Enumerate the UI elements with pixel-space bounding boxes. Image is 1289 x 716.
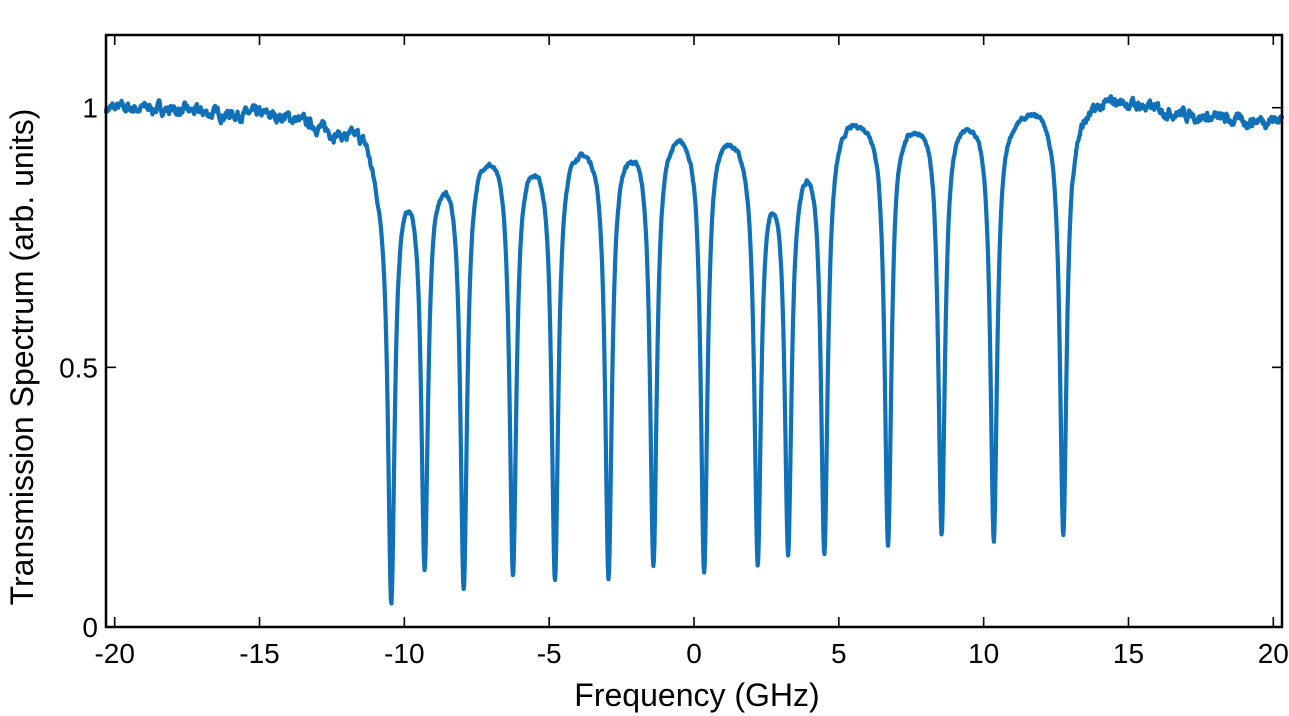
- y-tick-label: 0: [82, 612, 98, 643]
- plot-frame: [104, 33, 1284, 629]
- x-tick-label: -15: [239, 638, 279, 669]
- x-axis-tick-labels: -20 -15 -10 -5 0 5 10 15 20: [94, 638, 1288, 669]
- transmission-series-line: [103, 94, 1285, 606]
- x-tick-label: 10: [968, 638, 999, 669]
- x-tick-label: -5: [537, 638, 562, 669]
- y-axis-label: Transmission Spectrum (arb. units): [4, 109, 40, 606]
- y-tick-label: 1: [82, 93, 98, 124]
- x-tick-label: 5: [831, 638, 847, 669]
- y-tick-label: 0.5: [59, 352, 98, 383]
- x-tick-label: 15: [1113, 638, 1144, 669]
- x-axis-label: Frequency (GHz): [574, 677, 819, 713]
- axis-ticks: [106, 35, 1282, 628]
- x-tick-label: 0: [686, 638, 702, 669]
- x-tick-label: -20: [94, 638, 134, 669]
- x-tick-label: 20: [1258, 638, 1289, 669]
- y-axis-tick-labels: 00.51: [59, 93, 98, 643]
- x-tick-label: -10: [384, 638, 424, 669]
